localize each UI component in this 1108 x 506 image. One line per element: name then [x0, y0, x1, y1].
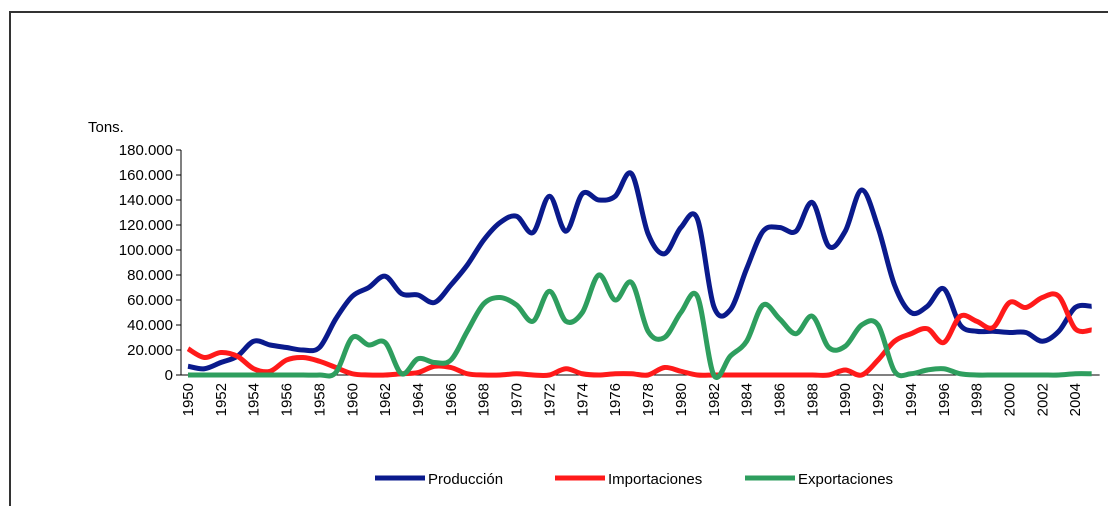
x-tick-label: 1998: [969, 383, 986, 416]
x-tick-label: 1960: [344, 383, 361, 416]
x-tick-label: 1972: [541, 383, 558, 416]
y-tick-label: 40.000: [127, 317, 173, 334]
y-tick-label: 140.000: [119, 192, 173, 209]
x-tick-label: 1986: [771, 383, 788, 416]
y-tick-label: 120.000: [119, 217, 173, 234]
legend-label: Exportaciones: [798, 471, 893, 488]
x-tick-label: 2004: [1067, 383, 1084, 416]
x-tick-label: 1984: [739, 383, 756, 416]
x-tick-label: 1978: [640, 383, 657, 416]
x-tick-label: 1964: [410, 383, 427, 416]
x-tick-label: 2002: [1034, 383, 1051, 416]
x-tick-label: 1988: [804, 383, 821, 416]
x-tick-label: 1992: [870, 383, 887, 416]
y-tick-label: 100.000: [119, 242, 173, 259]
x-tick-label: 1950: [180, 383, 197, 416]
legend-label: Importaciones: [608, 471, 702, 488]
y-axis-label: Tons.: [88, 119, 124, 136]
x-tick-label: 1994: [903, 383, 920, 416]
y-tick-label: 0: [165, 367, 173, 384]
x-tick-label: 1958: [311, 383, 328, 416]
line-series: [188, 272, 1092, 380]
x-tick-label: 1990: [837, 383, 854, 416]
x-tick-label: 2000: [1002, 383, 1019, 416]
x-tick-label: 1962: [377, 383, 394, 416]
frame: [9, 11, 1108, 506]
legend-label: Producción: [428, 471, 503, 488]
x-tick-label: 1974: [574, 383, 591, 416]
line-series: [187, 170, 1092, 372]
y-tick-label: 80.000: [127, 267, 173, 284]
y-tick-label: 160.000: [119, 167, 173, 184]
x-tick-label: 1982: [706, 383, 723, 416]
x-tick-label: 1968: [476, 383, 493, 416]
x-tick-label: 1996: [936, 383, 953, 416]
x-tick-label: 1952: [213, 383, 230, 416]
x-tick-label: 1976: [607, 383, 624, 416]
y-tick-label: 60.000: [127, 292, 173, 309]
x-tick-label: 1980: [673, 383, 690, 416]
y-tick-label: 180.000: [119, 142, 173, 159]
x-tick-label: 1954: [246, 383, 263, 416]
x-tick-label: 1966: [443, 383, 460, 416]
x-tick-label: 1956: [279, 383, 296, 416]
y-tick-label: 20.000: [127, 342, 173, 359]
x-tick-label: 1970: [509, 383, 526, 416]
